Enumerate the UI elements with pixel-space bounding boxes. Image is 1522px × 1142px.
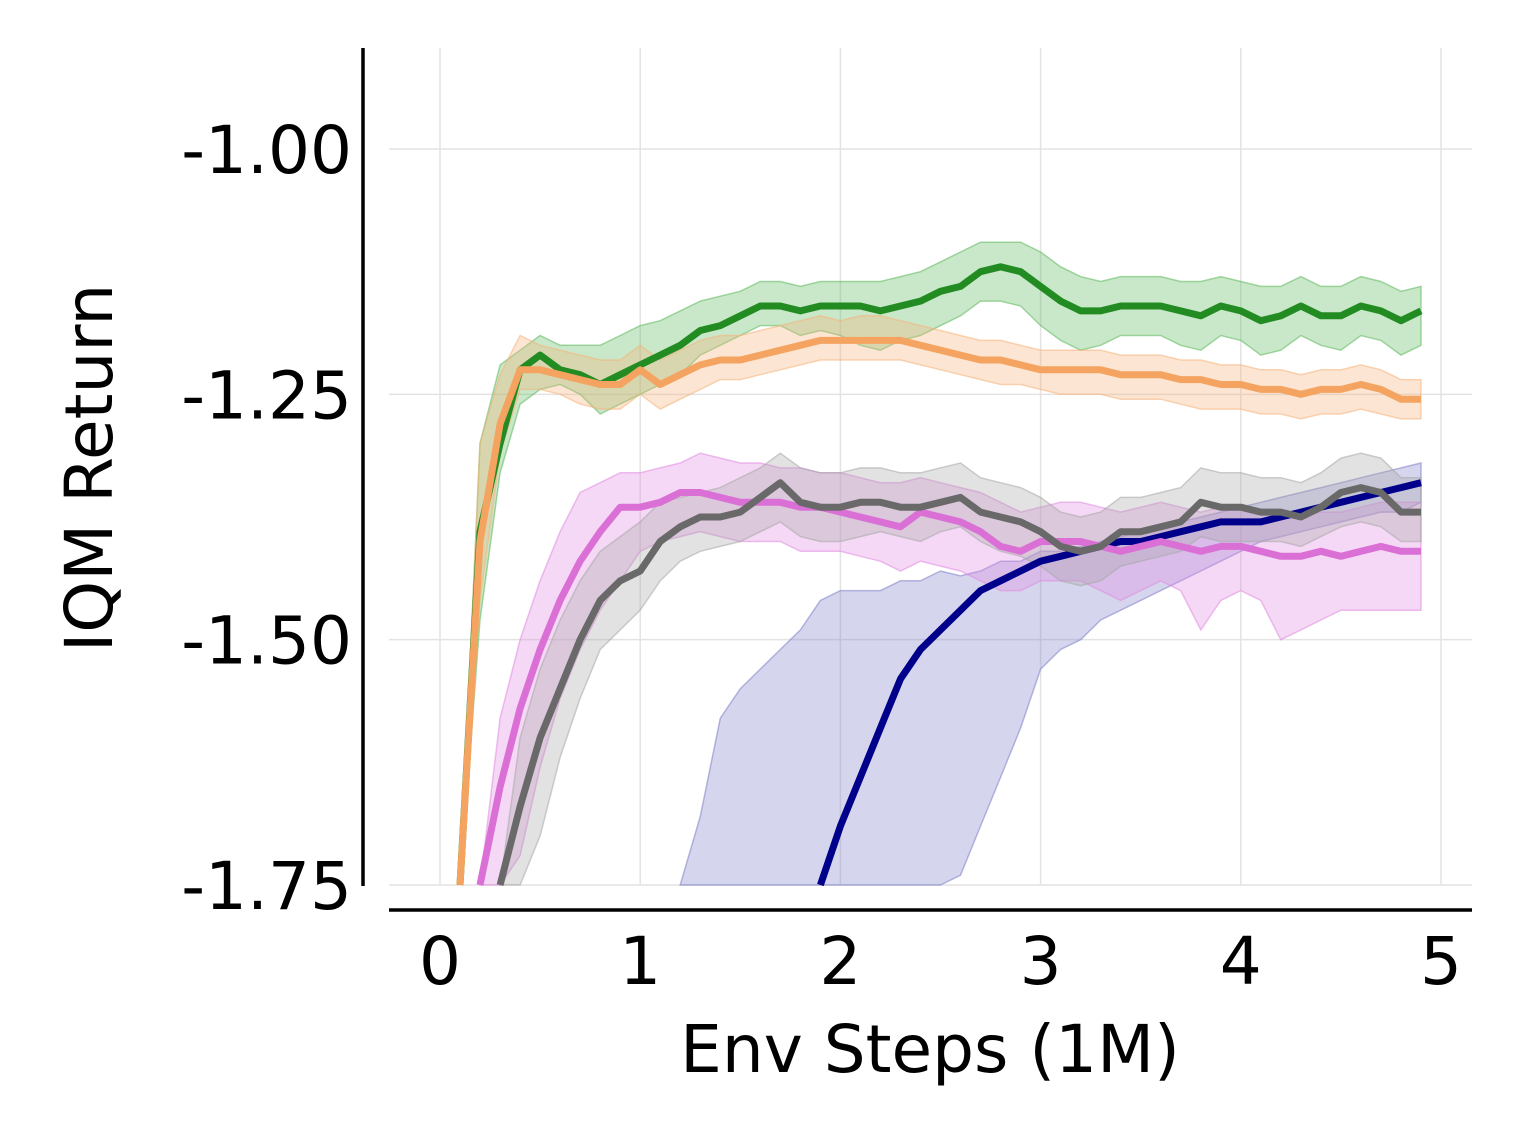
confidence-band-3	[459, 241, 1422, 886]
x-tick-label: 0	[419, 923, 461, 1000]
x-tick-labels: 0 1 2 3 4 5	[419, 923, 1462, 1000]
series-lines	[456, 263, 1423, 887]
x-tick-label: 5	[1420, 923, 1462, 1000]
y-tick-label: -1.25	[181, 357, 352, 434]
axes	[361, 48, 1472, 912]
x-tick-label: 2	[819, 923, 861, 1000]
x-tick-label: 4	[1220, 923, 1262, 1000]
series-line-3	[456, 263, 1423, 886]
y-tick-labels: -1.75 -1.50 -1.25 -1.00	[181, 112, 352, 925]
confidence-band-1	[479, 452, 1422, 886]
x-axis-label: Env Steps (1M)	[680, 1011, 1180, 1088]
y-tick-label: -1.00	[181, 112, 352, 189]
series-line-4	[456, 336, 1421, 886]
y-axis-label: IQM Return	[51, 284, 128, 652]
y-tick-label: -1.75	[181, 848, 352, 925]
confidence-bands	[459, 241, 1422, 886]
x-tick-label: 1	[619, 923, 661, 1000]
series-line-2	[496, 479, 1421, 886]
series-line-1	[476, 489, 1421, 886]
x-tick-label: 3	[1020, 923, 1062, 1000]
y-tick-label: -1.50	[181, 603, 352, 680]
